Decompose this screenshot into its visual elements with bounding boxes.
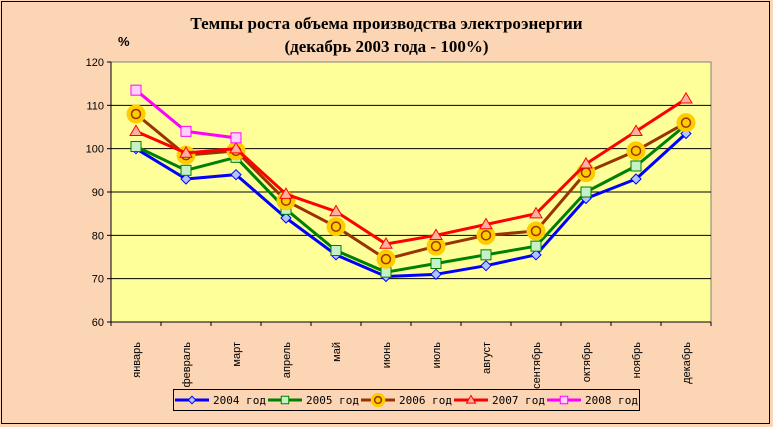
data-point	[480, 259, 492, 272]
data-point	[526, 221, 546, 241]
data-point	[329, 204, 343, 217]
x-tick-label: июль	[431, 342, 443, 369]
x-tick-label: декабрь	[681, 342, 693, 384]
data-point	[530, 240, 542, 252]
data-point	[379, 237, 393, 249]
data-point	[626, 141, 646, 161]
legend-label: 2006 год	[399, 393, 452, 407]
legend-marker	[187, 395, 197, 405]
y-tick-label: 120	[86, 57, 104, 69]
data-point	[530, 249, 542, 261]
series-line	[135, 132, 688, 278]
chart-subtitle: (декабрь 2003 года - 100%)	[284, 37, 489, 56]
legend-marker	[465, 394, 477, 404]
data-point	[629, 124, 643, 137]
y-tick-label: 90	[92, 187, 104, 199]
data-point	[229, 141, 243, 154]
x-tick-label: сентябрь	[531, 342, 543, 389]
legend-swatch	[268, 395, 302, 405]
marker-inner	[580, 167, 592, 178]
data-point	[580, 186, 592, 198]
data-point	[180, 125, 192, 137]
data-point	[479, 217, 493, 230]
marker-inner	[430, 240, 442, 252]
legend-marker	[559, 395, 569, 405]
y-axis-label: %	[118, 34, 130, 49]
x-tick-label: июнь	[381, 342, 393, 368]
series-2	[126, 104, 696, 269]
legend-label: 2008 год	[585, 393, 638, 407]
data-point	[279, 187, 293, 199]
data-point	[129, 124, 143, 137]
data-point	[426, 236, 446, 256]
chart-title: Темпы роста объема производства электроэ…	[190, 14, 583, 33]
data-point	[180, 164, 192, 176]
x-tick-label: май	[331, 342, 343, 362]
legend-item: 2008 год	[547, 393, 638, 407]
marker-inner	[530, 225, 542, 237]
marker-inner	[130, 108, 142, 120]
data-point	[326, 217, 346, 237]
data-point	[579, 156, 593, 169]
x-tick-label: ноябрь	[631, 342, 643, 379]
data-point	[130, 84, 142, 96]
x-tick-label: апрель	[281, 342, 293, 378]
data-point	[480, 249, 492, 261]
data-point	[430, 258, 442, 269]
legend-label: 2004 год	[213, 393, 266, 407]
marker-inner	[480, 230, 492, 241]
legend-swatch	[361, 393, 395, 407]
legend-swatch	[175, 395, 209, 405]
data-point	[529, 206, 543, 219]
data-point	[230, 132, 242, 144]
data-point	[130, 141, 142, 152]
series-4	[130, 84, 242, 144]
legend-marker	[370, 393, 386, 407]
legend-item: 2004 год	[175, 393, 266, 407]
marker-inner	[680, 117, 692, 128]
x-tick-label: октябрь	[581, 342, 593, 382]
x-tick-label: март	[231, 342, 243, 367]
series-3	[129, 91, 693, 249]
data-point	[429, 228, 443, 241]
legend-item: 2006 год	[361, 393, 452, 407]
legend-marker	[280, 395, 290, 405]
marker-inner	[330, 221, 342, 232]
x-tick-label: август	[481, 342, 493, 374]
data-point	[676, 113, 696, 133]
data-point	[630, 173, 642, 185]
data-point	[330, 245, 342, 256]
data-point	[180, 173, 192, 185]
legend-swatch	[547, 395, 581, 405]
series-line	[135, 97, 687, 246]
data-point	[630, 160, 642, 172]
data-point	[280, 212, 292, 224]
data-point	[179, 146, 193, 158]
x-tick-label: февраль	[181, 342, 193, 388]
y-tick-label: 100	[86, 144, 104, 156]
legend-label: 2005 год	[306, 393, 359, 407]
y-tick-label: 70	[92, 274, 104, 286]
y-tick-label: 60	[92, 317, 104, 329]
legend-label: 2007 год	[492, 393, 545, 407]
y-tick-label: 80	[92, 230, 104, 242]
chart-legend: 2004 год 2005 год 2006 год 2007 год 2008 год	[173, 389, 640, 411]
data-point	[430, 268, 442, 281]
legend-item: 2007 год	[454, 393, 545, 407]
marker-inner	[380, 253, 392, 265]
marker-inner	[373, 395, 383, 405]
series-line	[135, 123, 687, 274]
x-tick-label: январь	[131, 342, 143, 378]
data-point	[376, 249, 396, 269]
legend-item: 2005 год	[268, 393, 359, 407]
y-tick-label: 110	[86, 100, 104, 112]
legend-swatch	[454, 394, 488, 404]
data-point	[126, 104, 146, 124]
marker-inner	[630, 145, 642, 157]
data-point	[230, 168, 242, 181]
data-point	[679, 91, 693, 104]
